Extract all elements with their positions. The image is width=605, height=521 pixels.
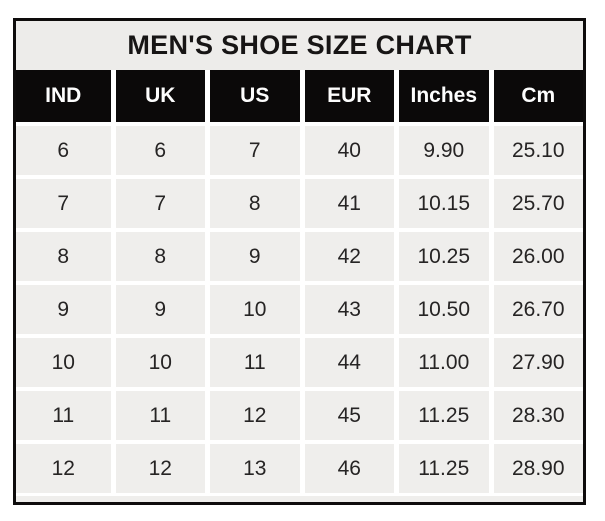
size-cell: 7: [16, 175, 111, 228]
size-cell: 9.90: [394, 122, 489, 175]
size-cell: 11.25: [394, 387, 489, 440]
table-row: 6 6 7 40 9.90 25.10: [16, 122, 583, 175]
size-cell: 11: [16, 387, 111, 440]
column-header-us: US: [205, 70, 300, 122]
size-cell: 26.00: [488, 228, 583, 281]
size-cell: 46: [299, 440, 394, 493]
size-cell: 10: [16, 334, 111, 387]
size-cell: 13: [205, 440, 300, 493]
bottom-strip: [16, 493, 583, 502]
header-row: IND UK US EUR Inches Cm: [16, 70, 583, 122]
size-cell: 10.15: [394, 175, 489, 228]
size-cell: 10.25: [394, 228, 489, 281]
table-row: 9 9 10 43 10.50 26.70: [16, 281, 583, 334]
table-row: 8 8 9 42 10.25 26.00: [16, 228, 583, 281]
size-cell: 8: [110, 228, 205, 281]
column-header-uk: UK: [110, 70, 205, 122]
size-cell: 43: [299, 281, 394, 334]
column-header-eur: EUR: [299, 70, 394, 122]
column-header-cm: Cm: [488, 70, 583, 122]
size-cell: 6: [16, 122, 111, 175]
size-cell: 41: [299, 175, 394, 228]
size-cell: 7: [110, 175, 205, 228]
size-cell: 7: [205, 122, 300, 175]
size-cell: 9: [110, 281, 205, 334]
size-cell: 11.25: [394, 440, 489, 493]
size-cell: 26.70: [488, 281, 583, 334]
size-cell: 27.90: [488, 334, 583, 387]
size-cell: 11: [110, 387, 205, 440]
size-cell: 9: [205, 228, 300, 281]
size-cell: 28.30: [488, 387, 583, 440]
size-cell: 12: [16, 440, 111, 493]
table-row: 12 12 13 46 11.25 28.90: [16, 440, 583, 493]
size-cell: 9: [16, 281, 111, 334]
size-table-header: IND UK US EUR Inches Cm: [16, 70, 583, 122]
size-cell: 8: [205, 175, 300, 228]
size-cell: 10.50: [394, 281, 489, 334]
shoe-size-chart: MEN'S SHOE SIZE CHART IND UK US EUR Inches Cm…: [13, 18, 586, 505]
size-table: IND UK US EUR Inches Cm 6 6 7 40 9.90 25.10 7 7 8 41 10…: [16, 70, 583, 493]
size-cell: 8: [16, 228, 111, 281]
size-cell: 45: [299, 387, 394, 440]
column-header-ind: IND: [16, 70, 111, 122]
size-cell: 10: [110, 334, 205, 387]
size-cell: 28.90: [488, 440, 583, 493]
size-cell: 10: [205, 281, 300, 334]
table-row: 7 7 8 41 10.15 25.70: [16, 175, 583, 228]
size-cell: 25.70: [488, 175, 583, 228]
size-cell: 12: [205, 387, 300, 440]
size-cell: 40: [299, 122, 394, 175]
size-cell: 11.00: [394, 334, 489, 387]
size-cell: 12: [110, 440, 205, 493]
size-cell: 42: [299, 228, 394, 281]
table-row: 11 11 12 45 11.25 28.30: [16, 387, 583, 440]
size-cell: 44: [299, 334, 394, 387]
column-header-inches: Inches: [394, 70, 489, 122]
size-cell: 11: [205, 334, 300, 387]
chart-title: MEN'S SHOE SIZE CHART: [16, 21, 583, 70]
size-table-body: 6 6 7 40 9.90 25.10 7 7 8 41 10.15 25.70 8 8 9 42 10.25 2…: [16, 122, 583, 493]
size-cell: 6: [110, 122, 205, 175]
size-cell: 25.10: [488, 122, 583, 175]
table-row: 10 10 11 44 11.00 27.90: [16, 334, 583, 387]
